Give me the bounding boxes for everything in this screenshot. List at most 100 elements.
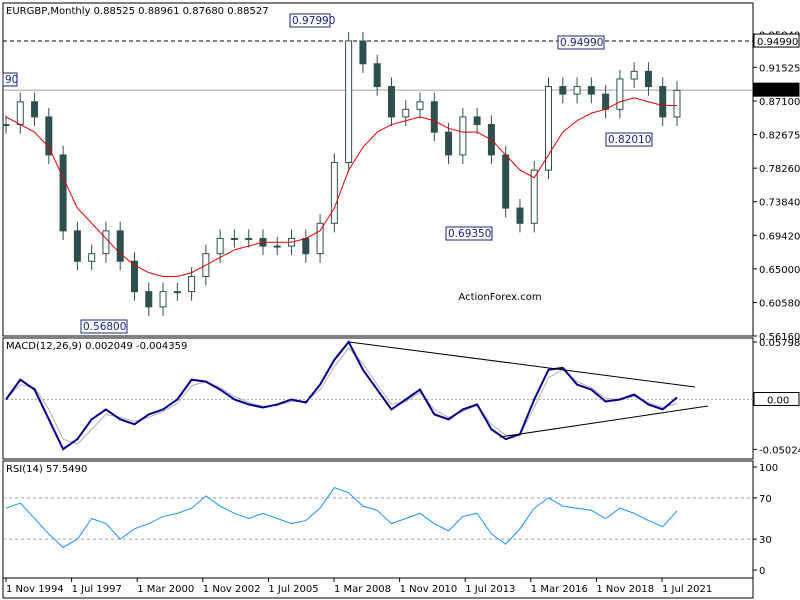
time-tick-label: 1 Mar 2008 xyxy=(334,584,391,595)
panel-frame-3 xyxy=(2,460,754,579)
price-candle xyxy=(387,86,395,118)
macd-title: MACD(12,26,9) 0.002049 -0.004359 xyxy=(6,341,187,352)
price-candle xyxy=(516,207,524,224)
price-tick-label: 0.69420 xyxy=(759,231,800,242)
chart-header: EURGBP,Monthly 0.88525 0.88961 0.87680 0… xyxy=(6,6,269,17)
macd-tick-label: 0.057984 xyxy=(759,338,800,349)
price-candle xyxy=(530,169,538,224)
price-candle xyxy=(359,40,367,65)
time-tick-label: 1 Jul 2005 xyxy=(268,584,318,595)
price-candle xyxy=(159,291,167,308)
price-candle xyxy=(659,86,667,118)
price-candle xyxy=(88,253,96,262)
resistance-price-tag-box xyxy=(753,33,800,48)
time-tick-label: 1 Jul 2013 xyxy=(465,584,515,595)
price-tick-label: 0.60580 xyxy=(759,298,800,309)
price-candle xyxy=(459,116,467,156)
price-candle xyxy=(16,101,24,126)
time-tick-label: 1 Jul 2021 xyxy=(662,584,712,595)
price-annotation: 0.94990 xyxy=(560,37,603,49)
price-tick-label: 0.65000 xyxy=(759,265,800,276)
price-candle xyxy=(188,275,196,293)
price-candle xyxy=(573,86,581,95)
time-axis-frame xyxy=(2,577,754,599)
watermark: ActionForex.com xyxy=(458,292,541,303)
time-tick-label: 1 Jul 1997 xyxy=(72,584,122,595)
macd-value-box xyxy=(753,391,800,406)
price-candle xyxy=(616,78,624,110)
macd-upper-trendline xyxy=(348,341,696,388)
price-candle xyxy=(445,131,453,156)
price-candle xyxy=(145,291,153,308)
price-candle xyxy=(102,230,110,255)
panel-frame-2 xyxy=(2,337,754,460)
price-candle xyxy=(430,101,438,133)
price-tick-label: 0.87100 xyxy=(759,97,800,108)
rsi-tick-label: 30 xyxy=(759,535,772,546)
price-annotation: 0.56800 xyxy=(83,321,126,333)
price-candle xyxy=(130,260,138,293)
price-annotation: 0.69350 xyxy=(448,228,491,240)
time-tick-label: 1 Nov 2018 xyxy=(596,584,654,595)
price-tick-label: 0.91525 xyxy=(759,63,800,74)
rsi-title: RSI(14) 57.5490 xyxy=(6,464,87,475)
price-candle xyxy=(245,237,253,240)
price-candle xyxy=(31,101,39,118)
macd-tick-label: -0.050241 xyxy=(759,445,800,456)
price-annotation-box xyxy=(605,132,653,147)
moving-average-line xyxy=(5,97,677,277)
price-candle xyxy=(59,154,67,232)
price-candle xyxy=(345,40,353,164)
rsi-line xyxy=(5,486,678,548)
price-annotation-box xyxy=(445,226,493,241)
price-candle xyxy=(559,86,567,95)
price-candle xyxy=(230,237,238,240)
price-candle xyxy=(273,245,281,248)
price-tick-label: 0.82675 xyxy=(759,131,800,142)
price-candle xyxy=(116,230,124,262)
macd-signal-line xyxy=(5,347,678,445)
macd-value-label: 0.00 xyxy=(767,395,789,406)
panel-frame-1 xyxy=(2,2,754,337)
price-candle xyxy=(330,162,338,224)
price-candle xyxy=(2,124,10,127)
resistance-price-tag: 0.94990 xyxy=(757,37,798,48)
price-candle xyxy=(402,108,410,118)
time-tick-label: 1 Mar 2000 xyxy=(137,584,194,595)
price-candle xyxy=(216,237,224,255)
current-price-tag-box xyxy=(753,82,800,97)
rsi-tick-label: 100 xyxy=(759,463,778,474)
price-candle xyxy=(302,237,310,255)
price-candle xyxy=(73,230,81,262)
price-annotation: 90 xyxy=(5,74,18,86)
price-candle xyxy=(416,101,424,110)
price-annotation: 0.82010 xyxy=(608,134,651,146)
price-tick-label: 0.56160 xyxy=(759,332,800,343)
price-candle xyxy=(644,70,652,88)
price-candle xyxy=(602,93,610,110)
price-candle xyxy=(373,63,381,88)
macd-lower-trendline xyxy=(499,405,709,438)
price-annotation-box xyxy=(557,35,605,50)
price-candle xyxy=(45,116,53,156)
price-annotation: 0.97990 xyxy=(292,15,335,27)
price-candle xyxy=(587,86,595,95)
price-candle xyxy=(630,70,638,80)
price-candle xyxy=(545,86,553,171)
price-candle xyxy=(173,291,181,294)
price-annotation-box xyxy=(80,319,128,334)
rsi-tick-label: 70 xyxy=(759,494,772,505)
price-candle xyxy=(673,89,681,118)
time-tick-label: 1 Nov 2002 xyxy=(203,584,261,595)
price-tick-label: 0.78260 xyxy=(759,164,800,175)
rsi-tick-label: 0 xyxy=(759,566,765,577)
current-price-tag: 0.88527 xyxy=(757,86,798,97)
time-tick-label: 1 Mar 2016 xyxy=(531,584,588,595)
price-tick-label: 0.73840 xyxy=(759,198,800,209)
time-tick-label: 1 Nov 2010 xyxy=(400,584,458,595)
price-annotation-box xyxy=(2,72,18,87)
price-candle xyxy=(316,222,324,255)
time-tick-label: 1 Nov 1994 xyxy=(6,584,64,595)
price-candle xyxy=(473,116,481,126)
